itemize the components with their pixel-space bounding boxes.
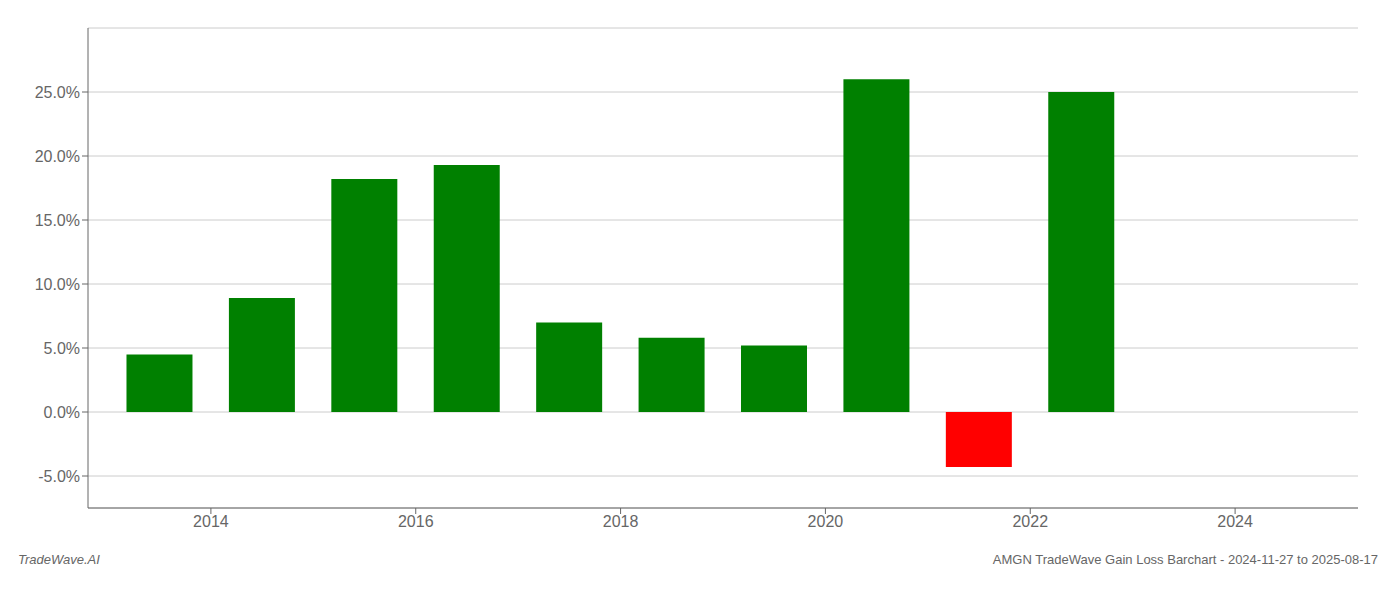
svg-text:20.0%: 20.0% — [35, 148, 80, 165]
svg-text:2024: 2024 — [1217, 513, 1253, 530]
svg-text:0.0%: 0.0% — [44, 404, 80, 421]
svg-text:-5.0%: -5.0% — [38, 468, 80, 485]
html-text:AMGN TradeWave Gain Loss Barch: AMGN TradeWave Gain Loss Barchart - 2024… — [992, 552, 1378, 567]
svg-text:25.0%: 25.0% — [35, 84, 80, 101]
svg-text:2022: 2022 — [1012, 513, 1048, 530]
svg-text:10.0%: 10.0% — [35, 276, 80, 293]
html-text:TradeWave.AI: TradeWave.AI — [18, 552, 100, 567]
svg-text:15.0%: 15.0% — [35, 212, 80, 229]
svg-text:5.0%: 5.0% — [44, 340, 80, 357]
svg-text:2014: 2014 — [193, 513, 229, 530]
svg-text:2018: 2018 — [603, 513, 639, 530]
svg-text:2016: 2016 — [398, 513, 434, 530]
svg-text:2020: 2020 — [808, 513, 844, 530]
